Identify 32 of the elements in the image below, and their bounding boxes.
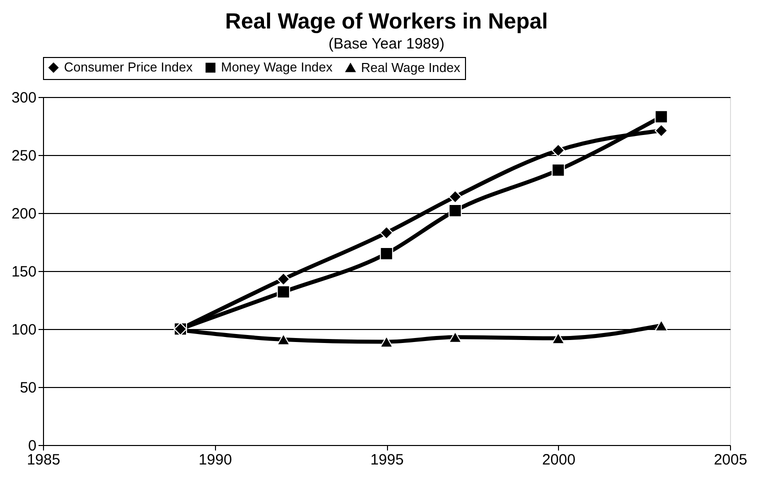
chart-title: Real Wage of Workers in Nepal (225, 8, 548, 34)
point (552, 332, 565, 344)
y-tick-label: 200 (11, 206, 36, 222)
point (380, 246, 394, 260)
point (552, 144, 565, 157)
point (380, 336, 394, 348)
legend-label: Consumer Price Index (64, 60, 194, 75)
point (448, 190, 462, 204)
point (448, 331, 462, 343)
point (448, 204, 462, 218)
x-tick-label: 2005 (714, 452, 748, 468)
point (654, 110, 668, 124)
point (276, 334, 290, 346)
x-tick-label: 1985 (26, 452, 60, 468)
point (276, 285, 290, 299)
y-tick-label: 150 (11, 264, 36, 280)
y-tick-label: 0 (28, 438, 36, 454)
y-tick-label: 50 (20, 380, 36, 396)
point (380, 226, 394, 240)
x-tick-label: 1995 (370, 452, 404, 468)
x-tick-label: 1990 (198, 452, 232, 468)
point (276, 272, 290, 286)
point (552, 163, 565, 177)
x-tick-label: 2000 (542, 452, 576, 468)
legend-label: Real Wage Index (361, 60, 461, 75)
y-tick-label: 250 (11, 148, 36, 164)
point (654, 320, 668, 332)
y-tick-label: 300 (11, 90, 36, 106)
legend-label: Money Wage Index (221, 60, 334, 75)
point (654, 124, 668, 138)
y-tick-label: 100 (11, 322, 36, 338)
chart-subtitle: (Base Year 1989) (328, 36, 444, 52)
